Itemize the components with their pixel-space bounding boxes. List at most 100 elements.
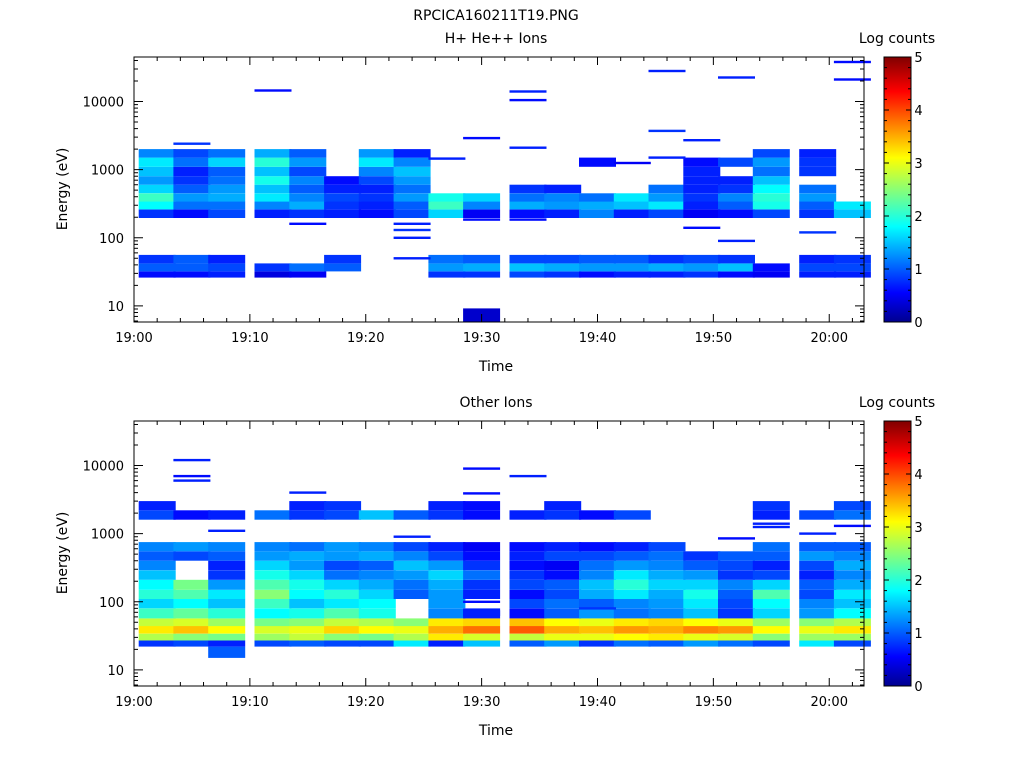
heatmap-cell [799,560,837,571]
heatmap-cell [648,640,686,647]
heatmap-cell [173,640,211,647]
heatmap-cell [718,589,755,599]
heatmap-cell [613,263,651,272]
plot-frame [133,56,865,323]
heatmap-cell [718,598,755,609]
colorbar-tick-label: 5 [914,51,922,66]
heatmap-cell [579,193,616,202]
heatmap-cell [358,149,396,158]
heatmap-cell [358,201,396,210]
heatmap-cell [799,263,837,272]
heatmap-cell [613,560,651,571]
heatmap-cell [833,263,871,272]
heatmap-cell [208,254,246,264]
heatmap-cell [173,149,211,158]
heatmap-cell [544,560,582,571]
colorbar-ticks: 0 1 2 3 4 5 [884,51,923,331]
heatmap-cell [173,184,211,194]
heatmap-cell [799,149,837,158]
panel-title: H+ He++ Ions [445,31,548,47]
heatmap-cell [683,579,721,590]
heatmap-cell [393,633,431,641]
heatmap-cell [648,201,686,210]
heatmap-cell [358,618,396,627]
heatmap-cell [463,560,501,571]
heatmap-cell [544,201,582,210]
heatmap-cell [393,166,431,177]
heatmap-cell [324,640,362,647]
heatmap-cell [428,542,466,552]
heatmap-cell [358,166,396,177]
heatmap-cell [289,626,327,634]
heatmap-cell [138,618,176,627]
heatmap-cell [683,157,721,167]
heatmap-cell [289,589,327,599]
heatmap-cell [289,263,327,272]
heatmap-cell [613,640,651,647]
heatmap-cell [428,626,466,634]
heatmap-cell [613,271,651,278]
heatmap-cell [463,510,501,520]
heatmap-cell [799,510,837,520]
heatmap-cell [544,589,582,599]
heatmap-cell [358,598,396,609]
heatmap-cell [683,209,721,218]
heatmap-cell [358,209,396,218]
heatmap-cell [752,149,790,158]
heatmap-cell [752,560,790,571]
heatmap-cell [799,598,837,609]
heatmap-cell [752,209,790,218]
heatmap-cell [254,184,292,194]
heatmap-cell [254,598,292,609]
heatmap-cell [509,184,547,194]
x-tick-label: 20:00 [811,695,848,710]
heatmap-cell [138,551,176,561]
heatmap-cell [254,589,292,599]
heatmap-cell [579,626,616,634]
heatmap-cell [579,633,616,641]
heatmap-cell [463,633,501,641]
heatmap-cell [509,510,547,520]
heatmap-cell [579,510,616,520]
x-tick-label: 19:00 [115,331,152,346]
heatmap-cell [324,551,362,561]
heatmap-cell [138,510,176,520]
heatmap-cell [208,209,246,218]
heatmap-cell [173,598,211,609]
heatmap-cell [613,598,651,609]
heatmap-cell [613,618,651,627]
heatmap-cell [393,551,431,561]
heatmap-line [683,226,721,229]
heatmap-cell [613,209,651,218]
heatmap-cell [358,510,396,520]
heatmap-cell [138,589,176,599]
colorbar [883,420,912,687]
heatmap-cell [208,542,246,552]
heatmap-line [579,607,616,610]
heatmap-cell [254,633,292,641]
heatmap-cell [799,542,837,552]
heatmap-cell [544,570,582,580]
heatmap-cell [833,542,871,552]
heatmap-cell [138,254,176,264]
heatmap-cell [358,542,396,552]
heatmap-line [833,60,871,64]
heatmap-line [752,522,790,525]
heatmap-line [752,525,790,529]
heatmap-cell [683,598,721,609]
heatmap-cell [752,271,790,278]
x-tick-label: 19:10 [231,331,268,346]
heatmap-cell [463,626,501,634]
heatmap-cell [579,254,616,264]
heatmap-cell [509,626,547,634]
heatmap-cell [683,254,721,264]
heatmap-cell [428,209,466,218]
heatmap-cell [254,176,292,185]
x-axis: 19:00 19:10 19:20 19:30 19:40 19:50 20:00 [115,421,853,710]
heatmap-cell [544,598,582,609]
heatmap-cell [393,542,431,552]
heatmap-cell [648,209,686,218]
heatmap-cell [428,608,466,619]
heatmap-cell [428,501,466,511]
heatmap-cell [254,640,292,647]
